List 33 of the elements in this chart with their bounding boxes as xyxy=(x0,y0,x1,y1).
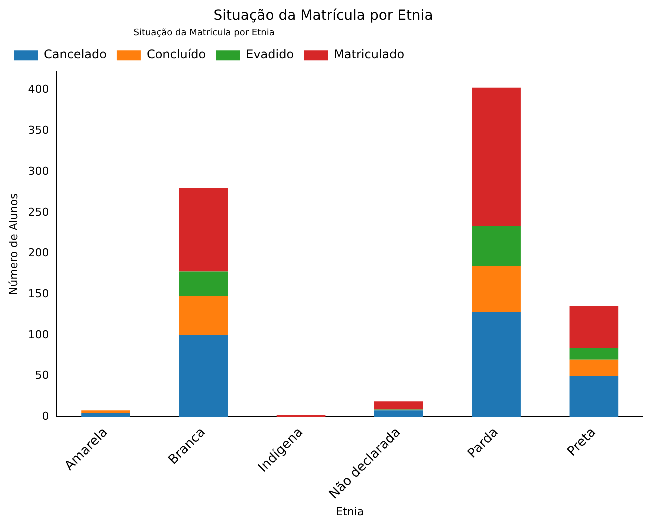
y-tick-label: 300 xyxy=(28,164,50,178)
legend-label: Matriculado xyxy=(334,48,405,62)
legend-label: Concluído xyxy=(146,48,206,62)
bar xyxy=(472,226,521,266)
legend-title: Situação da Matrícula por Etnia xyxy=(134,28,275,39)
y-tick-label: 150 xyxy=(28,287,50,300)
x-axis-title: Etnia xyxy=(336,505,364,518)
chart-title: Situação da Matrícula por Etnia xyxy=(214,8,434,24)
y-axis-title: Número de Alunos xyxy=(7,193,20,296)
y-tick-label: 100 xyxy=(28,328,50,342)
bar xyxy=(179,272,228,296)
bar xyxy=(374,410,424,418)
y-tick-label: 400 xyxy=(28,83,50,96)
y-tick-label: 0 xyxy=(42,410,50,423)
y-tick-label: 50 xyxy=(35,369,50,382)
bar xyxy=(82,413,130,418)
bar xyxy=(179,296,228,336)
bar xyxy=(570,376,619,418)
legend-label: Cancelado xyxy=(44,48,107,62)
bar xyxy=(82,410,130,414)
bar xyxy=(570,348,619,360)
bar xyxy=(374,402,424,410)
y-tick-label: 250 xyxy=(28,206,50,219)
bar xyxy=(570,306,619,348)
legend-label: Evadido xyxy=(246,48,294,62)
bar xyxy=(472,266,521,313)
y-tick-label: 350 xyxy=(28,124,50,138)
bar xyxy=(472,88,521,226)
bar xyxy=(179,188,228,272)
y-tick-label: 200 xyxy=(28,246,50,260)
bar xyxy=(570,360,619,376)
bar xyxy=(472,312,521,418)
bar xyxy=(179,335,228,418)
